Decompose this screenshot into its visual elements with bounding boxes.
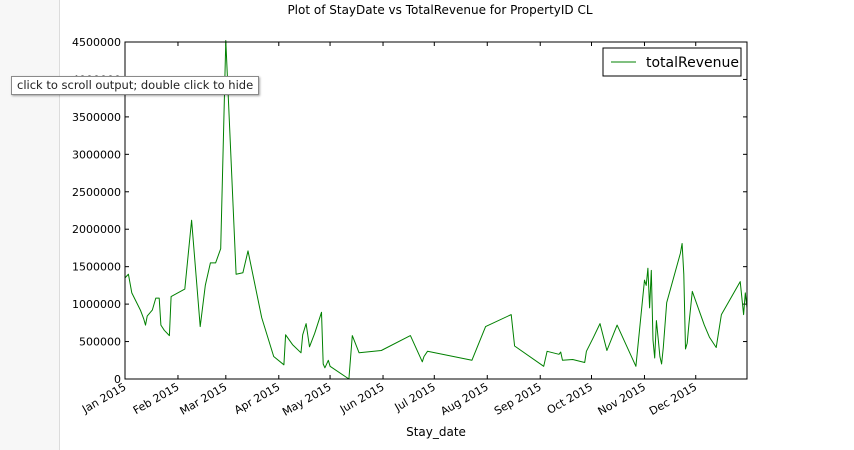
- x-tick-label: Apr 2015: [232, 380, 282, 417]
- output-scroll-tooltip[interactable]: click to scroll output; double click to …: [11, 76, 260, 95]
- x-tick-label: Dec 2015: [647, 380, 699, 418]
- y-tick-label: 1500000: [72, 261, 121, 274]
- y-tick-label: 500000: [79, 336, 121, 349]
- plot-area-frame: [124, 41, 748, 380]
- x-tick-label: Aug 2015: [438, 380, 490, 418]
- chart-title: Plot of StayDate vs TotalRevenue for Pro…: [287, 3, 592, 17]
- y-tick-label: 0: [114, 373, 121, 386]
- y-tick-label: 2000000: [72, 223, 121, 236]
- y-tick-label: 2500000: [72, 186, 121, 199]
- x-tick-label: Jun 2015: [337, 380, 387, 416]
- y-tick-label: 1000000: [72, 298, 121, 311]
- legend: totalRevenue: [602, 47, 742, 77]
- x-tick-label: Mar 2015: [178, 380, 230, 417]
- x-tick-label: Jan 2015: [79, 380, 128, 416]
- x-tick-label: Jul 2015: [392, 380, 438, 414]
- y-tick-label: 3000000: [72, 148, 121, 161]
- x-tick-label: May 2015: [280, 380, 333, 418]
- y-tick-label: 4500000: [72, 36, 121, 49]
- series-line-totalRevenue: [124, 40, 748, 380]
- legend-label-totalRevenue: totalRevenue: [646, 55, 739, 71]
- x-tick-label: Nov 2015: [596, 380, 648, 418]
- x-tick-label: Oct 2015: [545, 380, 595, 417]
- x-tick-label: Sep 2015: [492, 380, 544, 417]
- y-tick-label: 3500000: [72, 111, 121, 124]
- output-gutter: [0, 0, 60, 450]
- x-tick-label: Feb 2015: [131, 380, 182, 417]
- x-axis-label: Stay_date: [406, 425, 466, 439]
